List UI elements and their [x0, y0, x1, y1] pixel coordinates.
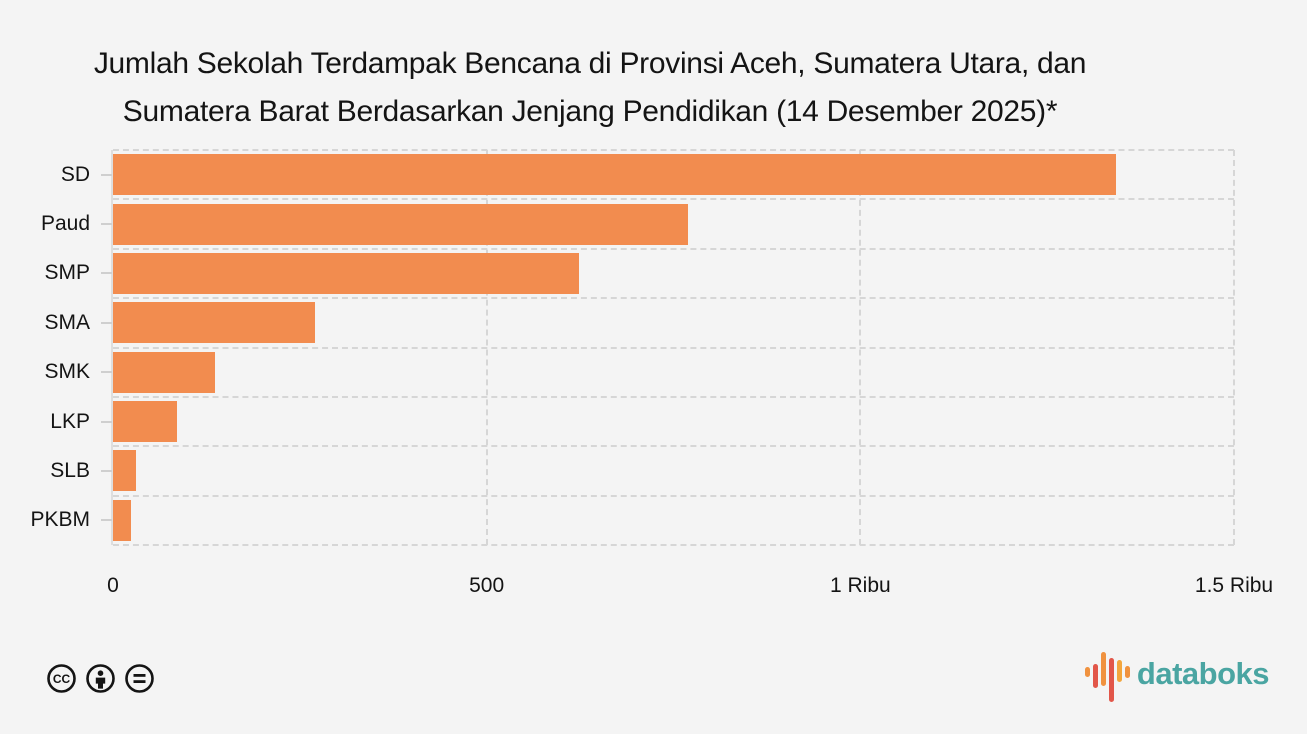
y-axis-labels: SD Paud SMP SMA SMK LKP SLB PKBM: [0, 150, 90, 545]
category-label: SMA: [44, 310, 90, 334]
horizontal-gridline: [113, 494, 1234, 497]
horizontal-gridline: [113, 247, 1234, 250]
bar-slb: [113, 450, 137, 492]
y-axis-tick: [101, 321, 112, 324]
horizontal-gridline: [113, 544, 1234, 546]
y-axis-tick: [101, 420, 112, 423]
bar-pkbm: [113, 499, 131, 541]
category-label: PKBM: [30, 508, 90, 532]
category-label: Paud: [40, 212, 90, 236]
vertical-gridline: [1233, 150, 1235, 545]
bar-sd: [113, 154, 1116, 196]
horizontal-gridline: [113, 445, 1234, 448]
y-axis-tick: [101, 469, 112, 472]
bar-paud: [113, 203, 688, 245]
cc-icon: CC: [47, 664, 76, 693]
horizontal-gridline: [113, 149, 1234, 151]
vertical-gridline: [859, 150, 862, 545]
category-label: SD: [60, 162, 90, 186]
vertical-gridline: [485, 150, 488, 545]
bar-smk: [113, 351, 216, 393]
horizontal-gridline: [113, 395, 1234, 398]
license-icons: CC: [46, 663, 170, 699]
cc-nd-icon: [125, 664, 154, 693]
y-axis-line: [111, 150, 113, 545]
cc-by-icon: [86, 664, 115, 693]
x-tick-label: 1 Ribu: [829, 574, 891, 597]
svg-text:CC: CC: [53, 672, 71, 686]
y-axis-tick: [101, 371, 112, 374]
x-tick-label: 0: [107, 574, 119, 597]
category-label: SMP: [44, 261, 90, 285]
y-axis-tick: [101, 519, 112, 522]
x-axis-labels: 0 500 1 Ribu 1.5 Ribu: [0, 574, 1307, 604]
category-label: SMK: [44, 360, 90, 384]
bar-lkp: [113, 401, 178, 443]
x-tick-label: 500: [469, 574, 505, 597]
databoks-logo-text: databoks: [1136, 656, 1270, 691]
y-axis-tick: [101, 173, 112, 176]
horizontal-gridline: [113, 297, 1234, 300]
plot-area: [111, 149, 1235, 546]
y-axis-tick: [101, 272, 112, 275]
bar-smp: [113, 252, 579, 294]
bar-sma: [113, 302, 315, 344]
chart-title-line1: Jumlah Sekolah Terdampak Bencana di Prov…: [93, 47, 1087, 80]
x-tick-label: 1.5 Ribu: [1194, 574, 1274, 597]
databoks-logo-icon: [1084, 652, 1130, 702]
category-label: LKP: [50, 409, 90, 433]
horizontal-gridline: [113, 198, 1234, 201]
chart-title-line2: Sumatera Barat Berdasarkan Jenjang Pendi…: [122, 95, 1058, 128]
databoks-logo: databoks: [1084, 652, 1270, 702]
chart-title: Jumlah Sekolah Terdampak Bencana di Prov…: [0, 40, 1180, 136]
category-label: SLB: [50, 458, 90, 482]
horizontal-gridline: [113, 346, 1234, 349]
y-axis-tick: [101, 223, 112, 226]
